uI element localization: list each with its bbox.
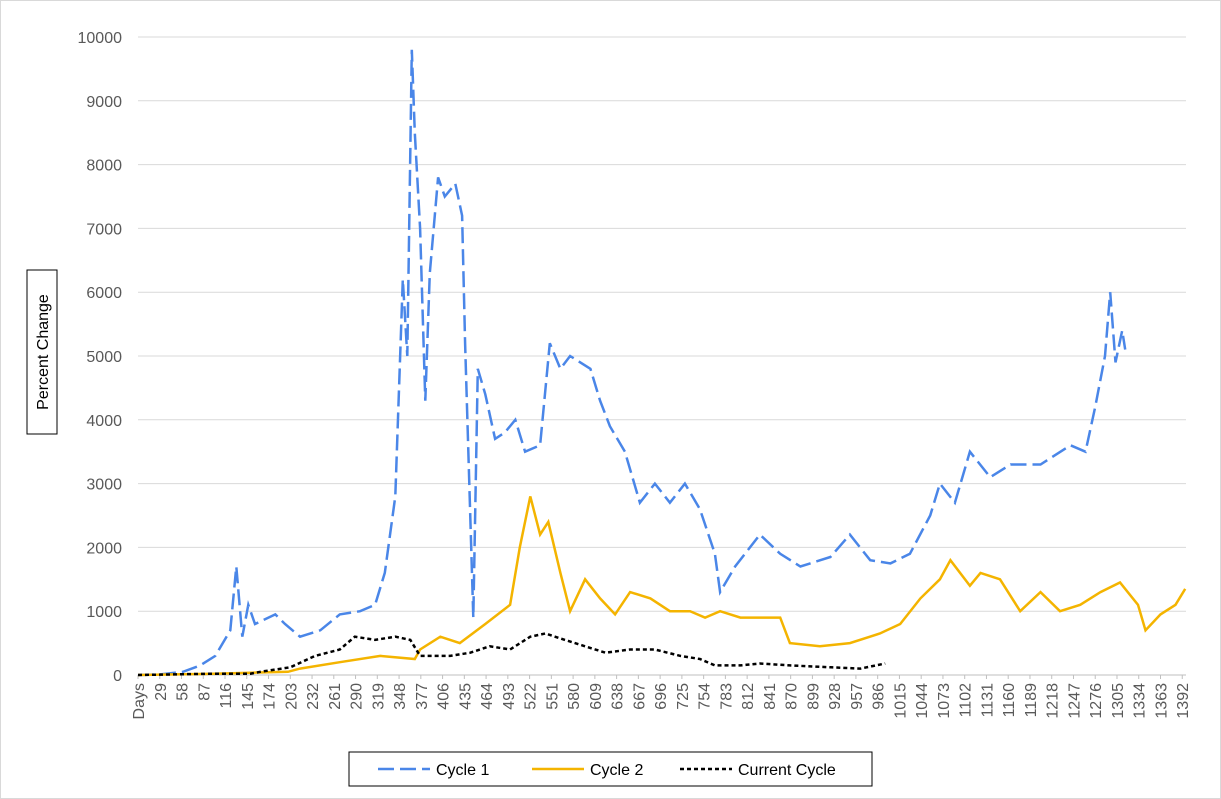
x-tick-label: 406 (436, 683, 453, 710)
x-tick-label: 261 (327, 683, 344, 710)
x-tick-label: 783 (718, 683, 735, 710)
y-tick-label: 6000 (86, 285, 122, 302)
x-tick-label: 1392 (1175, 683, 1192, 719)
x-tick-label: 174 (262, 683, 279, 710)
legend-label: Current Cycle (738, 762, 836, 779)
x-tick-label: 1334 (1132, 683, 1149, 719)
x-tick-label: 203 (283, 683, 300, 710)
x-tick-label: 957 (849, 683, 866, 710)
x-tick-label: 1131 (979, 683, 996, 718)
series-line (137, 49, 1127, 677)
x-tick-label: 870 (784, 683, 801, 710)
legend-box (348, 751, 873, 787)
x-tick-label: 319 (370, 683, 387, 710)
x-tick-label: 1363 (1153, 683, 1170, 719)
x-tick-label: 1276 (1088, 683, 1105, 719)
y-tick-label: 1000 (86, 604, 122, 621)
y-tick-label: 9000 (86, 94, 122, 111)
y-title-box (26, 269, 58, 435)
x-tick-label: 1160 (1001, 683, 1018, 718)
x-tick-label: Days (131, 683, 148, 719)
y-tick-label: 10000 (78, 30, 123, 47)
y-tick-label: 0 (113, 668, 122, 685)
x-tick-label: 841 (762, 683, 779, 710)
x-tick-label: 116 (218, 683, 235, 709)
series-line (137, 632, 886, 677)
x-tick-label: 145 (240, 683, 257, 710)
x-tick-label: 1247 (1066, 683, 1083, 719)
legend-label: Cycle 1 (436, 762, 489, 779)
x-tick-label: 696 (653, 683, 670, 710)
x-tick-label: 667 (631, 683, 648, 710)
y-tick-label: 8000 (86, 158, 122, 175)
x-tick-label: 1073 (936, 683, 953, 719)
x-tick-label: 464 (479, 683, 496, 710)
x-tick-label: 580 (566, 683, 583, 710)
x-tick-label: 348 (392, 683, 409, 710)
x-tick-label: 1044 (914, 683, 931, 719)
x-tick-label: 232 (305, 683, 322, 710)
x-tick-label: 638 (610, 683, 627, 710)
x-tick-label: 754 (697, 683, 714, 710)
x-tick-label: 493 (501, 683, 518, 710)
x-tick-label: 290 (349, 683, 366, 710)
x-tick-label: 377 (414, 683, 431, 710)
x-tick-label: 725 (675, 683, 692, 710)
y-tick-label: 5000 (86, 349, 122, 366)
x-tick-label: 1102 (958, 683, 975, 718)
x-tick-label: 928 (827, 683, 844, 710)
y-tick-label: 4000 (86, 413, 122, 430)
x-tick-label: 435 (457, 683, 474, 710)
x-tick-label: 609 (588, 683, 605, 710)
x-tick-label: 812 (740, 683, 757, 710)
legend-label: Cycle 2 (590, 762, 643, 779)
y-tick-label: 7000 (86, 221, 122, 238)
x-tick-label: 29 (153, 683, 170, 701)
y-tick-label: 3000 (86, 477, 122, 494)
x-tick-label: 522 (523, 683, 540, 710)
x-tick-label: 1015 (892, 683, 909, 719)
x-tick-label: 1305 (1110, 683, 1127, 719)
y-tick-label: 2000 (86, 540, 122, 557)
x-tick-label: 899 (805, 683, 822, 710)
x-tick-label: 986 (871, 683, 888, 710)
x-tick-label: 551 (544, 683, 561, 710)
x-tick-label: 1189 (1023, 683, 1040, 718)
series-line (137, 496, 1187, 677)
x-tick-label: 87 (196, 683, 213, 701)
x-tick-label: 1218 (1045, 683, 1062, 719)
x-tick-label: 58 (175, 683, 192, 701)
y-axis-title: Percent Change (35, 294, 52, 410)
